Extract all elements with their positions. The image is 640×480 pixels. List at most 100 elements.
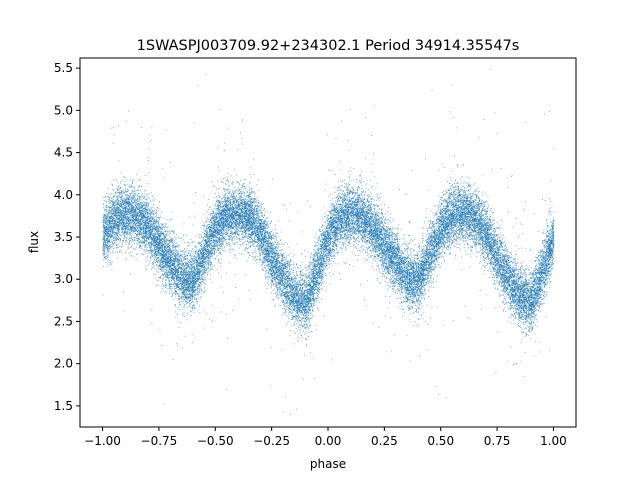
data-point [133, 228, 135, 230]
data-point [383, 249, 385, 251]
data-point [156, 211, 157, 213]
data-point [202, 250, 203, 252]
data-point [177, 298, 179, 300]
data-point [490, 268, 492, 270]
data-point [522, 315, 524, 317]
data-point [529, 313, 530, 315]
data-point [484, 209, 486, 211]
data-point [316, 260, 317, 262]
data-point [491, 261, 493, 263]
data-point [174, 258, 176, 260]
data-point [128, 201, 130, 203]
data-point [416, 251, 418, 253]
data-point [171, 278, 173, 280]
data-point [409, 259, 411, 261]
data-point [148, 245, 150, 247]
data-point [209, 265, 211, 267]
data-point [498, 295, 500, 297]
data-point [277, 258, 279, 260]
data-point [481, 246, 483, 248]
data-point [457, 214, 459, 216]
data-point [371, 199, 372, 200]
data-point [313, 286, 315, 287]
data-point [443, 324, 444, 326]
data-point [304, 285, 306, 287]
data-point [370, 163, 372, 165]
data-point [312, 307, 314, 308]
data-point [295, 314, 297, 316]
data-point [453, 199, 455, 201]
data-point [355, 199, 357, 201]
data-point [249, 211, 251, 213]
data-point [386, 258, 388, 260]
data-point [207, 257, 209, 259]
data-point [361, 229, 363, 231]
data-point [384, 265, 386, 267]
data-point [333, 222, 335, 224]
data-point [344, 227, 346, 229]
data-point [290, 283, 292, 285]
data-point [218, 170, 220, 172]
data-point [347, 222, 349, 224]
data-point [451, 212, 453, 214]
data-point [231, 219, 233, 221]
data-point [263, 203, 264, 204]
data-point [457, 230, 458, 231]
data-point [405, 243, 406, 245]
data-point [158, 224, 160, 226]
data-point [206, 232, 208, 233]
data-point [480, 267, 482, 269]
data-point [329, 245, 330, 247]
data-point [527, 313, 529, 315]
data-point [131, 208, 132, 210]
data-point [190, 250, 192, 252]
data-point [164, 177, 166, 179]
data-point [478, 228, 480, 230]
data-point [525, 318, 527, 319]
data-point [346, 228, 348, 230]
data-point [408, 283, 410, 285]
data-point [343, 217, 345, 219]
data-point [312, 273, 314, 275]
data-point [508, 264, 510, 266]
data-point [354, 222, 356, 223]
data-point [477, 223, 479, 225]
data-point [506, 266, 507, 267]
data-point [386, 233, 388, 235]
data-point [146, 226, 148, 228]
data-point [225, 217, 226, 219]
data-point [341, 207, 343, 209]
data-point [513, 282, 515, 284]
data-point [392, 237, 393, 239]
data-point [201, 224, 203, 226]
data-point [403, 271, 405, 273]
data-point [469, 205, 471, 207]
data-point [550, 221, 552, 223]
data-point [127, 191, 128, 193]
data-point [190, 253, 192, 255]
data-point [303, 296, 305, 298]
data-point [341, 216, 343, 217]
data-point [315, 275, 317, 277]
data-point [443, 222, 445, 224]
data-point [147, 231, 149, 233]
data-point [248, 235, 250, 237]
data-point [325, 245, 327, 247]
data-point [260, 220, 262, 222]
data-point [163, 285, 165, 287]
data-point [219, 223, 221, 225]
data-point [207, 217, 209, 219]
data-point [170, 162, 171, 163]
data-point [452, 234, 454, 235]
data-point [122, 202, 123, 203]
data-point [344, 226, 346, 228]
data-point [300, 302, 302, 304]
data-point [530, 249, 532, 251]
data-point [234, 233, 236, 235]
data-point [516, 309, 518, 310]
data-point [216, 189, 218, 191]
data-point [415, 265, 417, 266]
data-point [393, 248, 395, 250]
data-point [226, 242, 227, 244]
data-point [155, 213, 157, 214]
